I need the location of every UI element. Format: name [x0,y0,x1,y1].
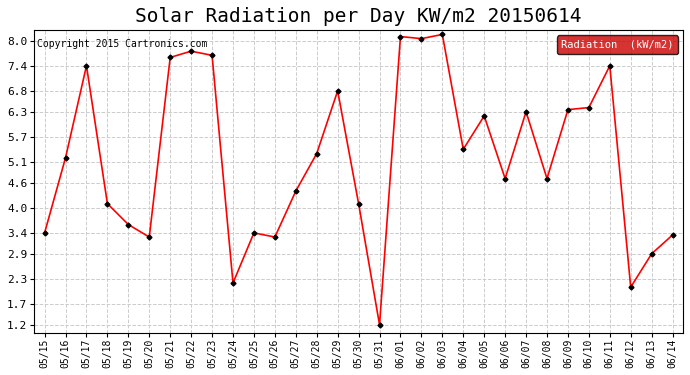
Radiation  (kW/m2) [438,32,446,37]
Radiation  (kW/m2) [396,34,404,39]
Radiation  (kW/m2) [124,222,132,227]
Title: Solar Radiation per Day KW/m2 20150614: Solar Radiation per Day KW/m2 20150614 [135,7,582,26]
Text: Copyright 2015 Cartronics.com: Copyright 2015 Cartronics.com [37,39,208,50]
Radiation  (kW/m2) [480,114,489,118]
Radiation  (kW/m2) [375,322,384,327]
Radiation  (kW/m2) [313,151,321,156]
Radiation  (kW/m2) [564,107,572,112]
Radiation  (kW/m2) [229,281,237,285]
Radiation  (kW/m2) [522,110,530,114]
Radiation  (kW/m2) [647,252,655,256]
Radiation  (kW/m2) [104,201,112,206]
Radiation  (kW/m2) [145,235,153,239]
Line: Radiation  (kW/m2): Radiation (kW/m2) [43,33,674,327]
Radiation  (kW/m2) [250,231,258,235]
Radiation  (kW/m2) [459,147,467,152]
Radiation  (kW/m2) [292,189,300,194]
Radiation  (kW/m2) [208,53,216,58]
Radiation  (kW/m2) [166,55,175,60]
Radiation  (kW/m2) [584,105,593,110]
Radiation  (kW/m2) [187,49,195,53]
Radiation  (kW/m2) [41,231,49,235]
Radiation  (kW/m2) [417,36,426,41]
Radiation  (kW/m2) [501,176,509,181]
Radiation  (kW/m2) [627,285,635,290]
Radiation  (kW/m2) [669,233,677,237]
Radiation  (kW/m2) [543,176,551,181]
Radiation  (kW/m2) [82,63,90,68]
Legend: Radiation  (kW/m2): Radiation (kW/m2) [557,36,678,54]
Radiation  (kW/m2) [355,201,363,206]
Radiation  (kW/m2) [61,155,70,160]
Radiation  (kW/m2) [606,63,614,68]
Radiation  (kW/m2) [333,88,342,93]
Radiation  (kW/m2) [270,235,279,239]
